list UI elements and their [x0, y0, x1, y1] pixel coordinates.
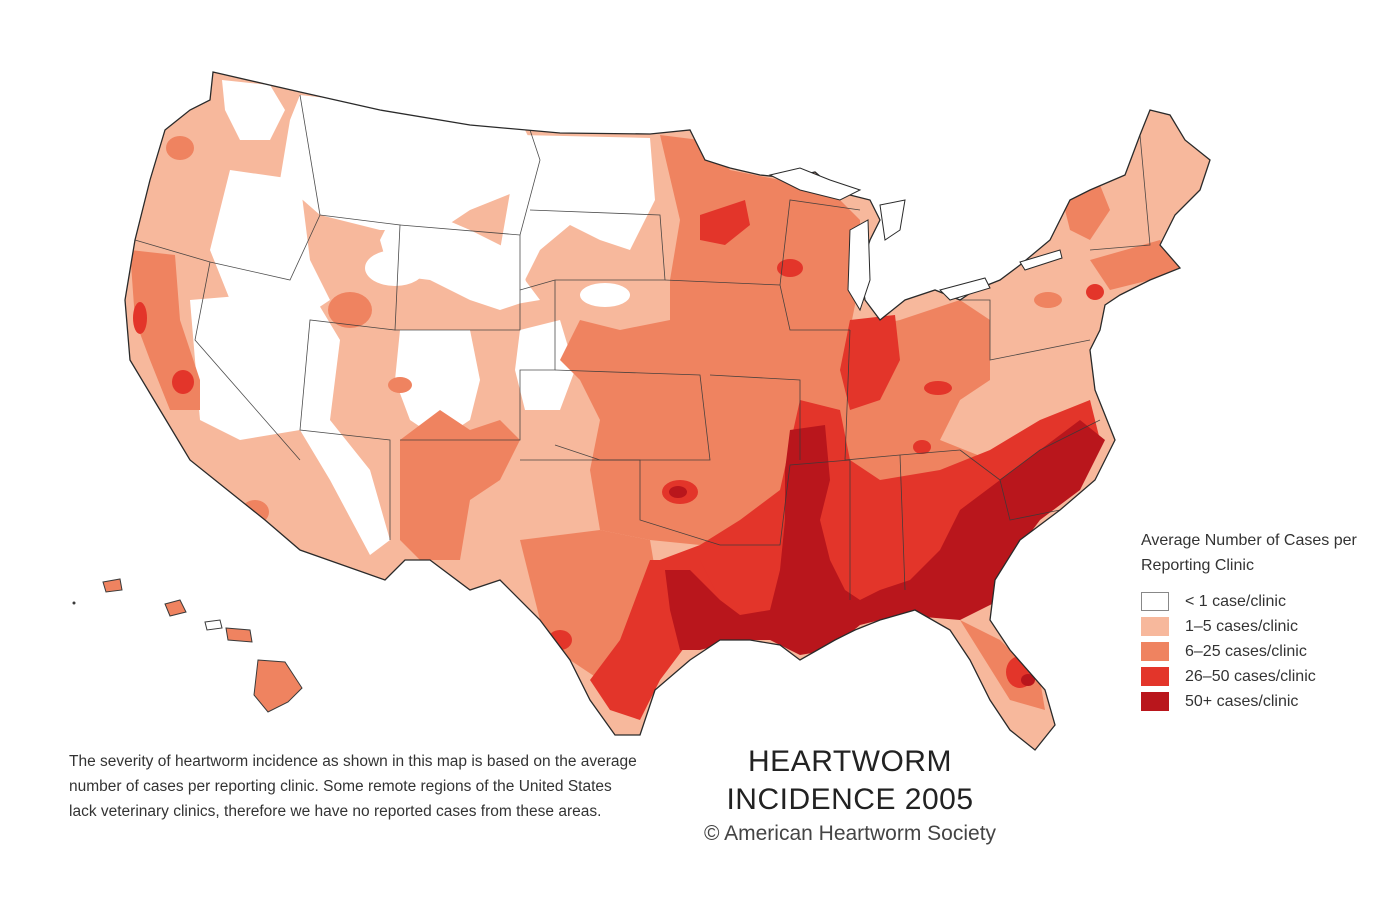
map-title-line-2: INCIDENCE 2005: [726, 783, 974, 816]
legend-label: 26–50 cases/clinic: [1185, 667, 1316, 685]
legend-label: < 1 case/clinic: [1185, 592, 1286, 610]
legend-label: 50+ cases/clinic: [1185, 692, 1299, 710]
map-title-line-1: HEARTWORM: [748, 745, 952, 778]
legend-title: Average Number of Cases per Reporting Cl…: [1141, 532, 1357, 574]
legend-label: 1–5 cases/clinic: [1185, 617, 1298, 635]
legend: Average Number of Cases per Reporting Cl…: [1141, 528, 1371, 714]
legend-item: 6–25 cases/clinic: [1141, 639, 1371, 664]
state-borders: [134, 94, 1151, 600]
legend-item: < 1 case/clinic: [1141, 589, 1371, 614]
map-caption: The severity of heartworm incidence as s…: [69, 753, 637, 820]
legend-item: 50+ cases/clinic: [1141, 689, 1371, 714]
legend-swatch: [1141, 642, 1169, 661]
legend-item: 1–5 cases/clinic: [1141, 614, 1371, 639]
map-credit: © American Heartworm Society: [703, 822, 997, 845]
legend-item: 26–50 cases/clinic: [1141, 664, 1371, 689]
legend-swatch: [1141, 617, 1169, 636]
map-title-block: HEARTWORM INCIDENCE 2005 © American Hear…: [690, 743, 1010, 849]
contiguous-us-map: [125, 72, 1210, 750]
legend-swatch: [1141, 592, 1169, 611]
great-lakes: [768, 167, 1063, 312]
level0-regions: [190, 80, 930, 555]
legend-swatch: [1141, 667, 1169, 686]
legend-label: 6–25 cases/clinic: [1185, 642, 1307, 660]
hawaii-map: [72, 578, 303, 713]
legend-swatch: [1141, 692, 1169, 711]
legend-items: < 1 case/clinic 1–5 cases/clinic 6–25 case…: [1141, 589, 1371, 714]
